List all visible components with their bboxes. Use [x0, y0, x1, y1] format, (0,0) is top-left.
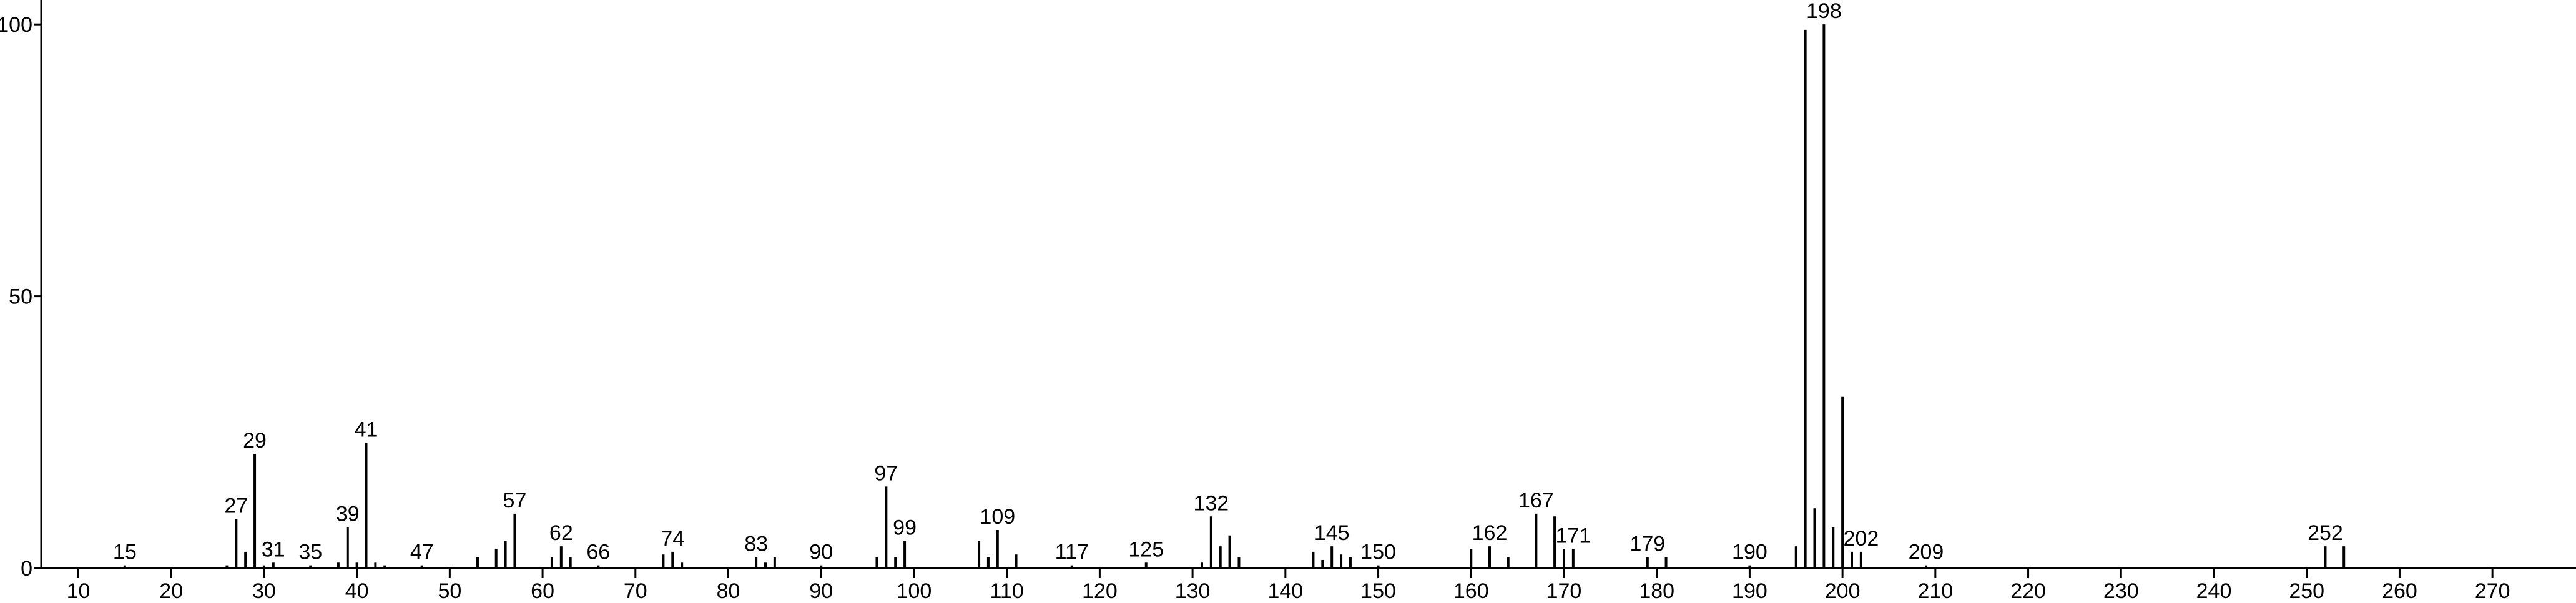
x-tick-label: 120 [1082, 579, 1118, 603]
peak-label: 35 [298, 541, 322, 564]
x-tick-label: 260 [2382, 579, 2417, 603]
peak-label: 27 [224, 494, 248, 518]
x-tick-label: 210 [1917, 579, 1953, 603]
x-tick-label: 230 [2103, 579, 2139, 603]
x-tick-label: 170 [1546, 579, 1582, 603]
peak-label: 190 [1732, 541, 1767, 564]
peak-label: 74 [661, 527, 684, 551]
x-tick-label: 270 [2475, 579, 2510, 603]
x-tick-label: 100 [897, 579, 932, 603]
x-tick-label: 180 [1639, 579, 1674, 603]
peak-label: 132 [1193, 491, 1229, 515]
x-tick-label: 190 [1732, 579, 1767, 603]
peak-label: 109 [980, 505, 1015, 529]
x-tick-label: 40 [345, 579, 369, 603]
x-tick-label: 30 [252, 579, 276, 603]
peak-label: 171 [1555, 524, 1591, 548]
x-tick-label: 50 [438, 579, 461, 603]
peak-label: 202 [1844, 527, 1879, 551]
x-tick-label: 20 [159, 579, 183, 603]
y-tick-label: 100 [0, 13, 32, 37]
peak-label: 150 [1360, 541, 1396, 564]
peak-label: 57 [503, 489, 527, 512]
peak-label: 62 [549, 521, 573, 545]
x-tick-label: 150 [1360, 579, 1396, 603]
x-tick-label: 60 [531, 579, 554, 603]
x-tick-label: 80 [717, 579, 740, 603]
peak-label: 66 [586, 541, 610, 564]
x-tick-label: 240 [2196, 579, 2232, 603]
peak-label: 162 [1472, 521, 1508, 545]
x-tick-label: 140 [1267, 579, 1303, 603]
y-tick-label: 0 [21, 557, 32, 581]
peak-label: 209 [1909, 541, 1944, 564]
x-tick-label: 110 [990, 579, 1024, 603]
peak-label: 47 [410, 541, 434, 564]
peak-label: 198 [1806, 0, 1842, 23]
peak-label: 41 [355, 418, 378, 442]
x-tick-label: 70 [624, 579, 647, 603]
peak-label: 83 [744, 532, 768, 556]
x-tick-label: 130 [1175, 579, 1211, 603]
x-tick-label: 10 [67, 579, 91, 603]
peak-label: 97 [874, 461, 898, 485]
peak-label: 252 [2308, 521, 2343, 545]
peak-label: 15 [113, 541, 137, 564]
peak-label: 117 [1055, 541, 1089, 564]
x-tick-label: 160 [1453, 579, 1489, 603]
peak-label: 167 [1518, 489, 1554, 512]
x-tick-label: 200 [1825, 579, 1861, 603]
peak-label: 99 [893, 516, 917, 539]
peak-label: 90 [809, 541, 833, 564]
x-tick-label: 90 [809, 579, 833, 603]
peak-label: 179 [1630, 532, 1665, 556]
peak-label: 145 [1314, 521, 1350, 545]
peak-label: 39 [336, 502, 360, 526]
peak-label: 31 [262, 537, 285, 561]
x-tick-label: 250 [2289, 579, 2324, 603]
x-tick-label: 220 [2010, 579, 2046, 603]
peak-label: 29 [243, 429, 267, 453]
y-tick-label: 50 [9, 285, 32, 309]
peak-label: 125 [1128, 537, 1164, 561]
